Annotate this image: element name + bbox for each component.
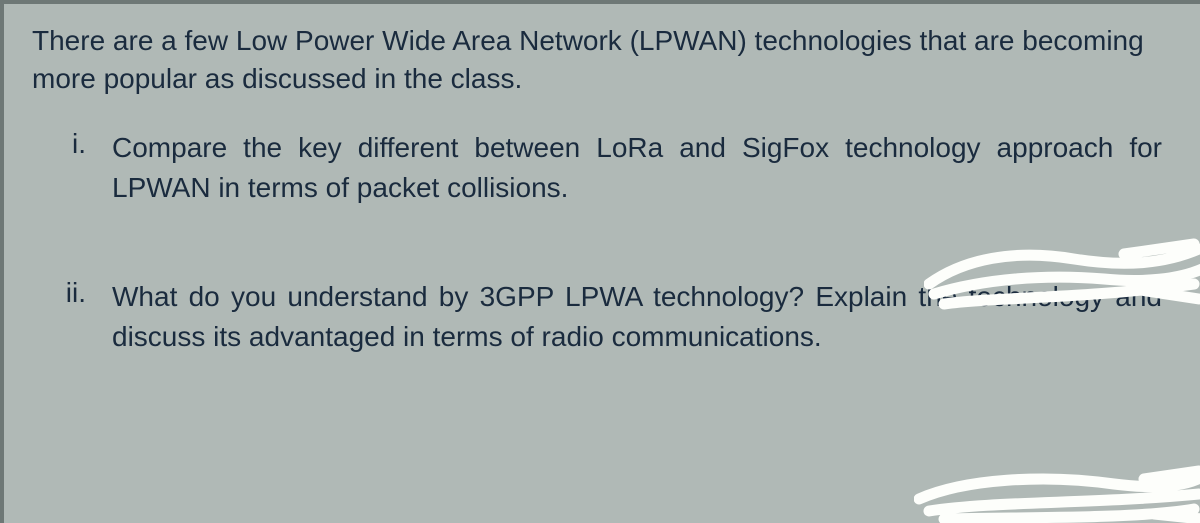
item-body: What do you understand by 3GPP LPWA tech… <box>112 277 1172 358</box>
list-item: ii. What do you understand by 3GPP LPWA … <box>42 277 1172 358</box>
question-page: There are a few Low Power Wide Area Netw… <box>4 4 1200 454</box>
item-body: Compare the key different between LoRa a… <box>112 128 1172 209</box>
question-list: i. Compare the key different between LoR… <box>32 128 1172 358</box>
whiteout-scribble <box>914 459 1200 523</box>
item-marker: i. <box>42 128 112 209</box>
list-item: i. Compare the key different between LoR… <box>42 128 1172 209</box>
item-marker: ii. <box>42 277 112 358</box>
intro-text: There are a few Low Power Wide Area Netw… <box>32 22 1172 98</box>
